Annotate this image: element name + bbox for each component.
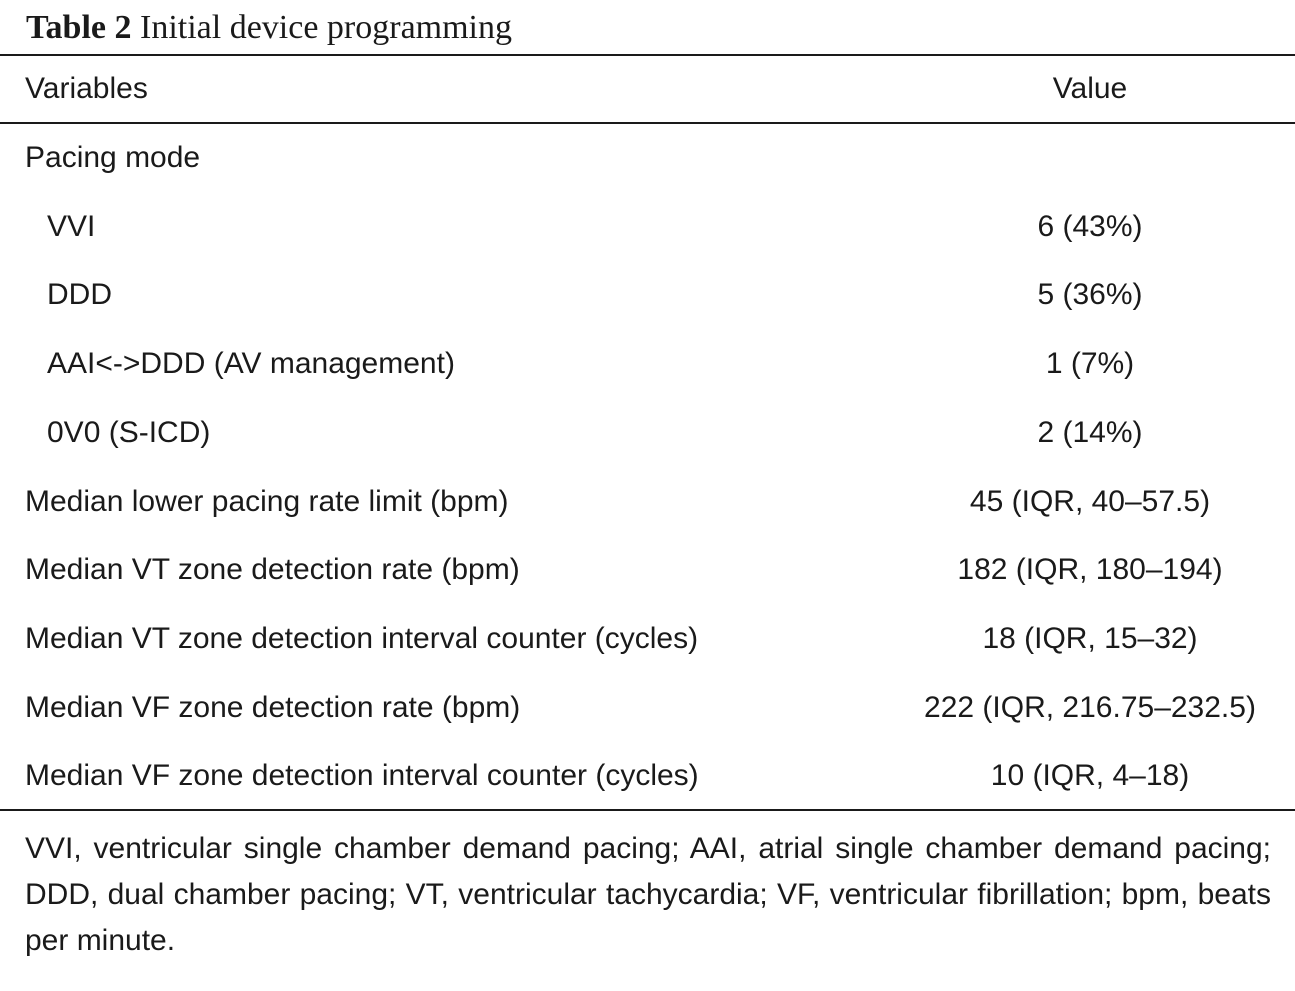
row-value: 5 (36%) <box>1037 278 1143 312</box>
table-row: DDD 5 (36%) <box>0 275 1295 315</box>
table-row: Pacing mode <box>0 138 1295 178</box>
row-value: 1 (7%) <box>1045 347 1135 381</box>
row-variable: Median lower pacing rate limit (bpm) <box>25 484 509 518</box>
table-row: Median VT zone detection interval counte… <box>0 619 1295 659</box>
row-variable: 0V0 (S-ICD) <box>47 415 211 449</box>
table-row: VVI 6 (43%) <box>0 207 1295 247</box>
header-variables: Variables <box>25 72 148 105</box>
row-variable: Pacing mode <box>25 141 201 174</box>
table-row: Median VF zone detection rate (bpm) 222 (… <box>0 688 1295 728</box>
table-row: Median lower pacing rate limit (bpm) 45 (… <box>0 482 1295 522</box>
header-row: Variables Value <box>0 69 1295 109</box>
table-row: Median VF zone detection interval counte… <box>0 756 1295 796</box>
row-value: 6 (43%) <box>1037 209 1143 243</box>
row-value: 2 (14%) <box>1037 415 1143 449</box>
table-title: Initial device programming <box>140 9 513 46</box>
table-caption: Table 2 Initial device programming <box>26 6 512 50</box>
table-row: AAI<->DDD (AV management) 1 (7%) <box>0 344 1295 384</box>
row-value: 182 (IQR, 180–194) <box>957 553 1223 587</box>
header-value: Value <box>1052 72 1128 105</box>
table-number: Table 2 <box>26 9 132 46</box>
row-value: 10 (IQR, 4–18) <box>990 759 1190 793</box>
table-row: Median VT zone detection rate (bpm) 182 (… <box>0 550 1295 590</box>
row-variable: Median VT zone detection interval counte… <box>25 621 699 655</box>
top-rule <box>0 54 1295 56</box>
bottom-rule <box>0 809 1295 811</box>
row-variable: VVI <box>47 209 96 243</box>
header-rule <box>0 122 1295 124</box>
row-value: 45 (IQR, 40–57.5) <box>969 484 1211 518</box>
row-value: 222 (IQR, 216.75–232.5) <box>924 690 1256 724</box>
row-variable: AAI<->DDD (AV management) <box>47 347 455 381</box>
row-variable: Median VF zone detection rate (bpm) <box>25 690 521 724</box>
row-variable: DDD <box>47 278 112 312</box>
row-variable: Median VT zone detection rate (bpm) <box>25 553 520 587</box>
row-value: 18 (IQR, 15–32) <box>982 621 1198 655</box>
table-footnote: VVI, ventricular single chamber demand p… <box>25 832 1271 957</box>
row-variable: Median VF zone detection interval counte… <box>25 759 699 793</box>
table-row: 0V0 (S-ICD) 2 (14%) <box>0 413 1295 453</box>
